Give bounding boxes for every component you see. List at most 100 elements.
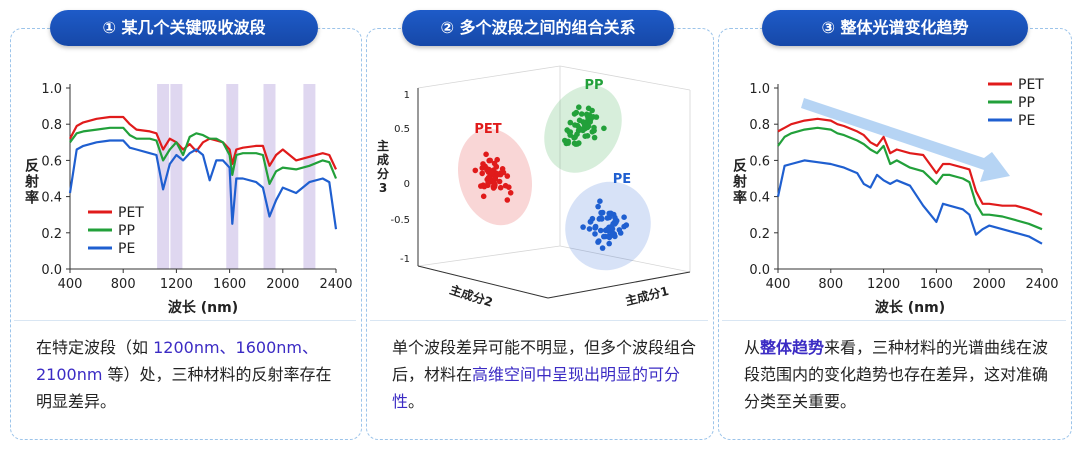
- chart3-legend-label-PET: PET: [1018, 77, 1044, 93]
- chart2-point-PP: [576, 140, 582, 146]
- chart3-series-PP: [777, 126, 1043, 231]
- chart2-point-PET: [492, 176, 499, 182]
- chart2-point-PE: [604, 215, 611, 221]
- chart2-point-PET: [491, 180, 498, 187]
- chart2-point-PE: [595, 203, 601, 210]
- chart2-point-PP: [567, 129, 574, 135]
- chart2-point-PP: [572, 122, 578, 128]
- chart2-point-PET: [496, 178, 503, 185]
- chart2-point-PE: [597, 227, 604, 234]
- desc2-pre: 单个波段差异可能不明显，但多个波段组合后，材料在: [392, 338, 697, 384]
- chart2-zlabel-char: 分: [377, 166, 389, 181]
- desc2-post: 。: [408, 392, 425, 411]
- desc2-highlight: 高维空间中呈现出明显的可分性: [392, 365, 681, 411]
- chart3-ytick-label-0.8: 0.8: [749, 118, 770, 133]
- chart2-point-PP: [601, 125, 607, 132]
- divider-2: [370, 320, 708, 321]
- chart1-ytick-label-0.0: 0.0: [41, 263, 62, 278]
- chart1-series-PE: [68, 139, 338, 230]
- chart1-band-2: [226, 84, 239, 269]
- chart1-ytick-label-0.6: 0.6: [41, 154, 62, 169]
- chart2-grid-line: [417, 245, 561, 267]
- chart3-xtick-label-1600: 1600: [920, 277, 953, 292]
- chart1-xlabel: 波长 (nm): [168, 299, 238, 316]
- chart2-point-PET: [491, 160, 498, 167]
- chart2-point-PET: [480, 161, 486, 167]
- chart2-grid-line: [417, 65, 561, 89]
- chart3-xtick-label-2400: 2400: [1025, 277, 1058, 292]
- panel-band-combination: [366, 28, 714, 440]
- chart2-point-PET: [506, 184, 512, 190]
- chart2-point-PE: [611, 231, 617, 237]
- chart2-zlabel-char: 3: [379, 181, 387, 195]
- chart2-point-PE: [599, 245, 606, 251]
- chart2-ztick-label: 0.5: [394, 124, 410, 135]
- chart2-point-PET: [507, 190, 514, 196]
- chart1-ytick-label-0.8: 0.8: [41, 118, 62, 133]
- chart2-point-PET: [499, 166, 506, 172]
- chart3-series-PET: [777, 117, 1043, 216]
- chart3-ytick-label-0.4: 0.4: [749, 191, 770, 206]
- panel-title-2: ② 多个波段之间的组合关系: [402, 10, 674, 46]
- desc3-highlight: 整体趋势: [760, 338, 825, 357]
- chart2-point-PE: [617, 230, 624, 236]
- chart2-point-PE: [604, 226, 611, 232]
- chart2-point-PP: [573, 109, 580, 116]
- divider-1: [14, 320, 356, 321]
- chart2-point-PE: [592, 223, 599, 230]
- chart2-x-axis: [547, 271, 691, 299]
- chart2-cluster-label-PP: PP: [584, 78, 603, 93]
- chart2-point-PE: [598, 209, 604, 216]
- chart1-xtick-label-1200: 1200: [160, 277, 193, 292]
- desc1-pre: 在特定波段（如: [36, 338, 154, 357]
- chart1-ylabel-char: 率: [25, 190, 39, 207]
- chart3-legend-label-PP: PP: [1018, 95, 1035, 111]
- chart3-ytick-label-0.0: 0.0: [749, 263, 770, 278]
- chart2-y-axis: [417, 265, 549, 299]
- chart2-point-PET: [483, 151, 489, 158]
- chart2-point-PE: [580, 224, 586, 230]
- chart1-xtick-label-800: 800: [111, 277, 136, 292]
- chart1-xtick-label-400: 400: [58, 277, 83, 292]
- chart2-point-PP: [593, 114, 600, 120]
- description-3: 从整体趋势来看，三种材料的光谱曲线在波段范围内的变化趋势也存在差异，这对准确分类…: [744, 334, 1054, 415]
- chart1-legend-label-PP: PP: [118, 223, 135, 239]
- chart3-ylabel-char: 反: [733, 158, 747, 175]
- chart2-point-PET: [478, 183, 484, 189]
- chart2-point-PE: [587, 219, 594, 225]
- chart2-point-PET: [484, 167, 490, 173]
- chart3-legend-label-PE: PE: [1018, 113, 1035, 129]
- chart2-ztick-label: 1: [404, 90, 410, 101]
- chart2-point-PET: [480, 193, 487, 200]
- panel-title-1: ① 某几个关键吸收波段: [50, 10, 318, 46]
- chart3-xlabel: 波长 (nm): [875, 299, 945, 316]
- chart1-series-PET: [69, 115, 337, 170]
- chart1-legend-label-PET: PET: [118, 205, 144, 221]
- chart2-point-PET: [479, 170, 486, 177]
- chart2-point-PE: [621, 214, 627, 220]
- chart2-point-PE: [606, 240, 612, 247]
- chart2-point-PP: [584, 112, 591, 118]
- chart2-point-PP: [588, 116, 594, 122]
- chart1-legend-label-PE: PE: [118, 241, 135, 257]
- chart1-band-3: [263, 84, 276, 269]
- panel-overall-trend: [718, 28, 1072, 440]
- chart2-point-PE: [610, 221, 616, 227]
- chart1-band-4: [303, 84, 316, 269]
- chart2-point-PET: [487, 157, 494, 164]
- chart2-xlabel: 主成分1: [624, 283, 671, 308]
- chart2-point-PET: [485, 174, 492, 181]
- chart2-zlabel-char: 主: [377, 138, 389, 153]
- divider-3: [722, 320, 1066, 321]
- desc1-post: 等）处，三种材料的反射率存在明显差异。: [36, 365, 332, 411]
- description-2: 单个波段差异可能不明显，但多个波段组合后，材料在高维空间中呈现出明显的可分性。: [392, 334, 702, 415]
- description-1: 在特定波段（如 1200nm、1600nm、2100nm 等）处，三种材料的反射…: [36, 334, 346, 415]
- chart2-point-PP: [591, 127, 597, 134]
- chart2-ztick-label: -0.5: [390, 215, 410, 226]
- chart1-ytick-label-0.4: 0.4: [41, 191, 62, 206]
- chart3-ytick-label-0.2: 0.2: [749, 227, 770, 242]
- chart2-point-PET: [489, 169, 495, 176]
- chart2-point-PP: [591, 134, 598, 141]
- chart1-xtick-label-1600: 1600: [213, 277, 246, 292]
